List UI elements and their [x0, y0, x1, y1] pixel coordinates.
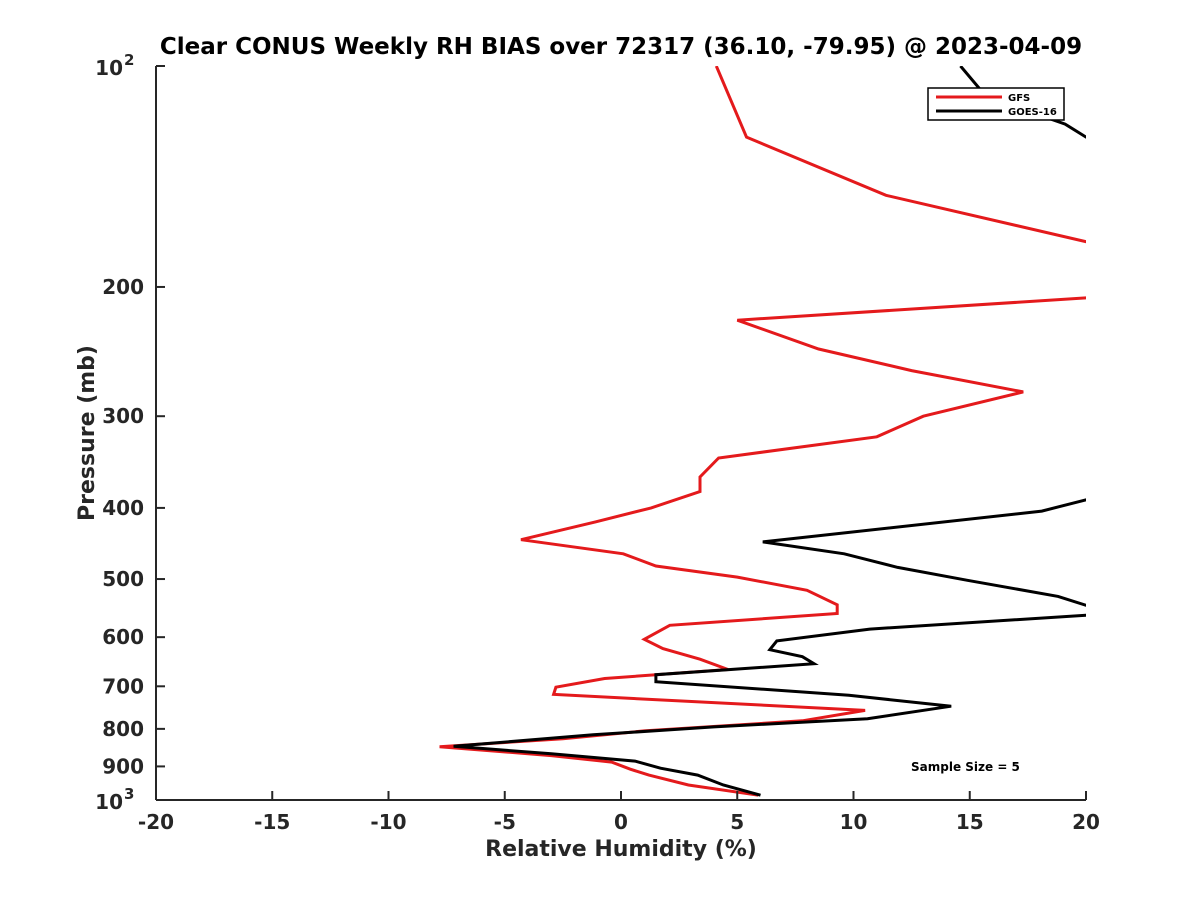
- x-tick-label: -5: [494, 810, 516, 834]
- x-ticks: -20 -15 -10 -5 0 5 10 15 20: [138, 791, 1100, 834]
- y-tick-exponent: 2: [124, 51, 134, 69]
- legend-box: [927, 87, 1065, 121]
- y-tick-exponent: 3: [124, 785, 134, 803]
- axes: [155, 66, 1086, 801]
- y-tick-base: 10: [95, 790, 123, 814]
- y-tick-base: 10: [95, 56, 123, 80]
- x-tick-label: -10: [370, 810, 406, 834]
- y-tick-label: 10: [95, 56, 123, 80]
- x-tick-label: 10: [840, 810, 868, 834]
- x-tick-label: 0: [614, 810, 628, 834]
- x-tick-label: -15: [254, 810, 290, 834]
- legend-label-goes-16: GOES-16: [1008, 107, 1057, 118]
- y-tick-label: 300: [102, 404, 144, 428]
- y-tick-label: 10: [95, 790, 123, 814]
- chart-title: Clear CONUS Weekly RH BIAS over 72317 (3…: [160, 34, 1082, 60]
- x-tick-label: -20: [138, 810, 174, 834]
- x-axis-label: Relative Humidity (%): [485, 837, 757, 862]
- x-tick-label: 5: [730, 810, 744, 834]
- y-tick-label: 500: [102, 567, 144, 591]
- y-tick-label: 700: [102, 674, 144, 698]
- x-tick-label: 15: [956, 810, 984, 834]
- y-tick-label: 800: [102, 717, 144, 741]
- y-axis-label: Pressure (mb): [75, 345, 100, 521]
- y-tick-label: 600: [102, 625, 144, 649]
- x-tick-label: 20: [1072, 810, 1100, 834]
- series-line-gfs: [439, 66, 1086, 797]
- series-line-goes-16: [453, 66, 1086, 797]
- legend-label-gfs: GFS: [1008, 93, 1030, 104]
- series-layer: [439, 66, 1086, 797]
- legend: GFS GOES-16: [927, 87, 1065, 121]
- y-tick-label: 400: [102, 496, 144, 520]
- y-tick-label: 200: [102, 275, 144, 299]
- sample-size-annotation: Sample Size = 5: [911, 760, 1020, 774]
- y-tick-label: 900: [102, 754, 144, 778]
